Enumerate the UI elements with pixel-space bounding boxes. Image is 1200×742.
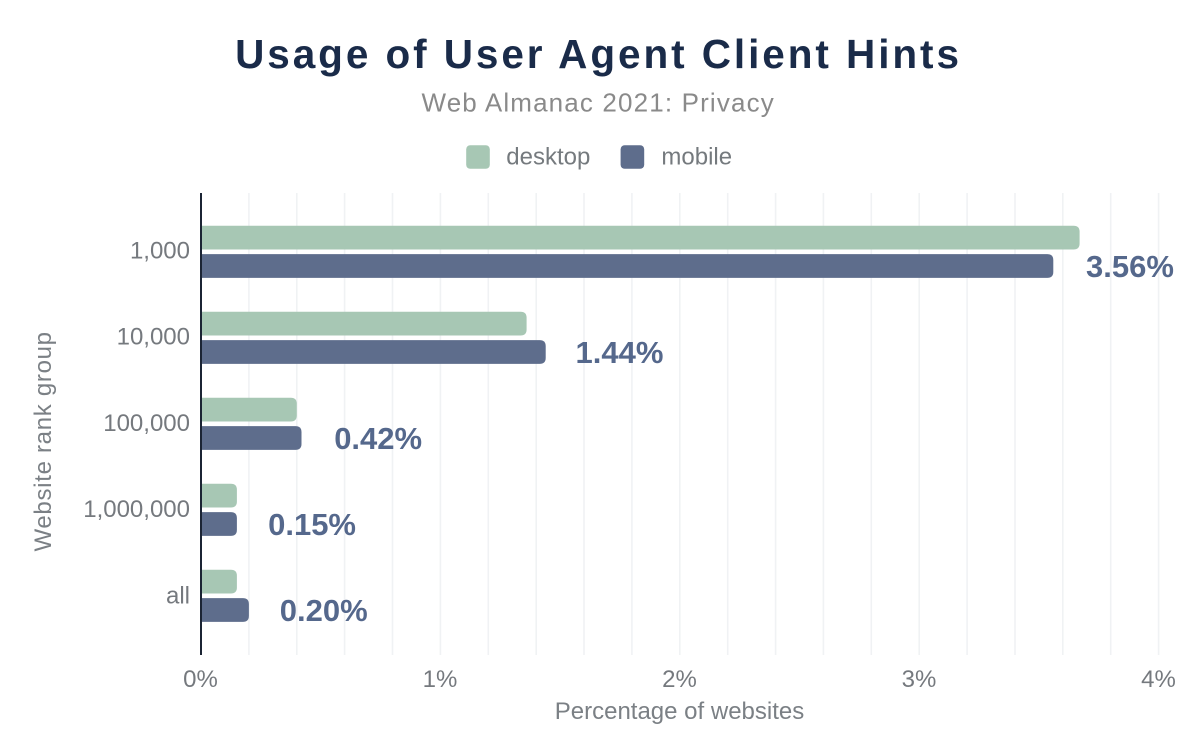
- svg-text:1%: 1%: [423, 666, 458, 693]
- svg-text:0.15%: 0.15%: [268, 507, 356, 542]
- svg-text:100,000: 100,000: [103, 410, 190, 437]
- svg-text:0%: 0%: [183, 666, 218, 693]
- svg-text:all: all: [166, 583, 190, 610]
- svg-text:3%: 3%: [902, 666, 937, 693]
- svg-text:0.20%: 0.20%: [280, 593, 368, 628]
- svg-text:10,000: 10,000: [117, 324, 190, 351]
- svg-text:mobile: mobile: [661, 144, 732, 171]
- svg-text:1.44%: 1.44%: [576, 335, 664, 370]
- svg-text:Website rank group: Website rank group: [30, 331, 57, 551]
- svg-text:1,000: 1,000: [130, 237, 190, 264]
- svg-text:1,000,000: 1,000,000: [83, 496, 190, 523]
- svg-text:3.56%: 3.56%: [1086, 249, 1174, 284]
- svg-text:Percentage of websites: Percentage of websites: [555, 698, 804, 725]
- svg-text:Usage of User Agent Client Hin: Usage of User Agent Client Hints: [235, 31, 962, 77]
- svg-text:desktop: desktop: [506, 144, 590, 171]
- svg-text:0.42%: 0.42%: [334, 421, 422, 456]
- svg-text:2%: 2%: [662, 666, 697, 693]
- svg-text:Web Almanac 2021: Privacy: Web Almanac 2021: Privacy: [421, 88, 774, 118]
- svg-text:4%: 4%: [1141, 666, 1176, 693]
